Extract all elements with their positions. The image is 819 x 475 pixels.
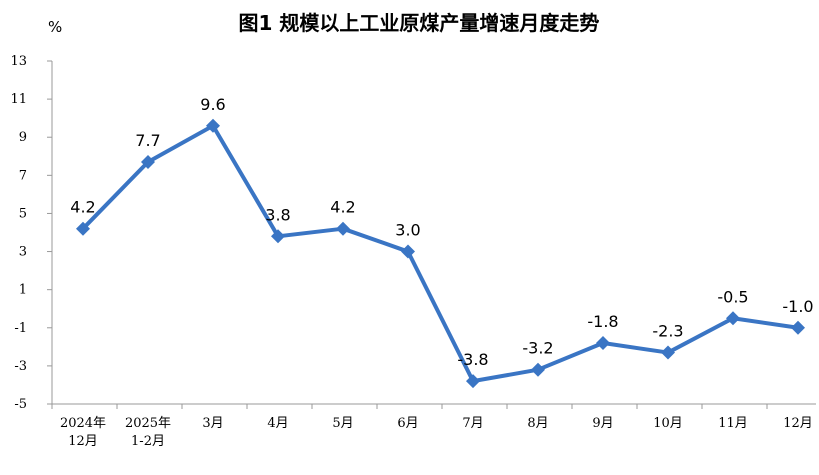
y-tick-label: 5 [19,206,27,221]
y-tick-label: 1 [19,283,27,298]
data-point-marker [466,374,480,389]
x-tick-label: 10月 [653,416,683,431]
data-point-marker [726,311,740,326]
data-point-marker [141,154,155,169]
data-label: -3.8 [457,350,488,369]
data-point-marker [791,320,805,335]
data-point-marker [596,336,610,351]
data-label: 7.7 [135,131,160,150]
data-label: -1.8 [587,312,618,331]
x-tick-label: 2024年 12月 [60,416,106,449]
chart-title: 图1 规模以上工业原煤产量增速月度走势 [239,11,600,35]
x-tick-label: 11月 [718,416,748,431]
data-point-marker [336,221,350,236]
y-tick-label: 11 [10,92,27,107]
y-axis-ticks: 13 11 9 7 5 3 1 -1 -3 -5 [10,54,52,412]
axes [51,61,816,405]
x-tick-label: 12月 [783,416,813,431]
data-point-marker [76,221,90,236]
series-line [81,123,799,384]
data-label: 9.6 [200,95,225,114]
x-tick-label: 6月 [397,416,418,431]
data-point-marker [401,244,415,259]
x-tick-label: 4月 [267,416,288,431]
data-label: -2.3 [652,322,683,341]
y-tick-label: 7 [19,168,27,183]
y-tick-label: -5 [14,397,27,412]
x-axis-ticks: 2024年 12月 2025年 1-2月 3月 4月 5月 6月 7月 8月 9月 10月 11月 12月 [51,404,813,449]
data-point-marker [531,362,545,377]
y-axis-unit-label: % [48,18,62,36]
data-label: 4.2 [70,198,95,217]
data-label: -3.2 [522,339,553,358]
x-tick-label: 8月 [527,416,548,431]
y-tick-label: 13 [10,54,27,69]
y-tick-label: 3 [19,245,27,260]
data-label: -1.0 [782,297,813,316]
data-labels: 4.2 7.7 9.6 3.8 4.2 3.0 -3.8 -3.2 -1.8 -2.3 -0.5 -1… [70,95,813,369]
data-label: -0.5 [717,287,748,306]
data-label: 4.2 [330,198,355,217]
data-point-marker [661,345,675,360]
x-tick-label: 5月 [332,416,353,431]
y-tick-label: 9 [19,130,27,145]
y-tick-label: -1 [14,321,27,336]
data-label: 3.0 [395,221,420,240]
y-tick-label: -3 [14,359,27,374]
x-tick-label: 9月 [592,416,613,431]
x-tick-label: 7月 [462,416,483,431]
x-tick-label: 3月 [202,416,223,431]
data-point-marker [271,229,285,244]
series-polyline [81,123,799,384]
x-tick-label: 2025年 1-2月 [125,416,171,449]
data-points [76,118,805,389]
data-point-marker [206,118,220,133]
data-label: 3.8 [265,205,290,224]
